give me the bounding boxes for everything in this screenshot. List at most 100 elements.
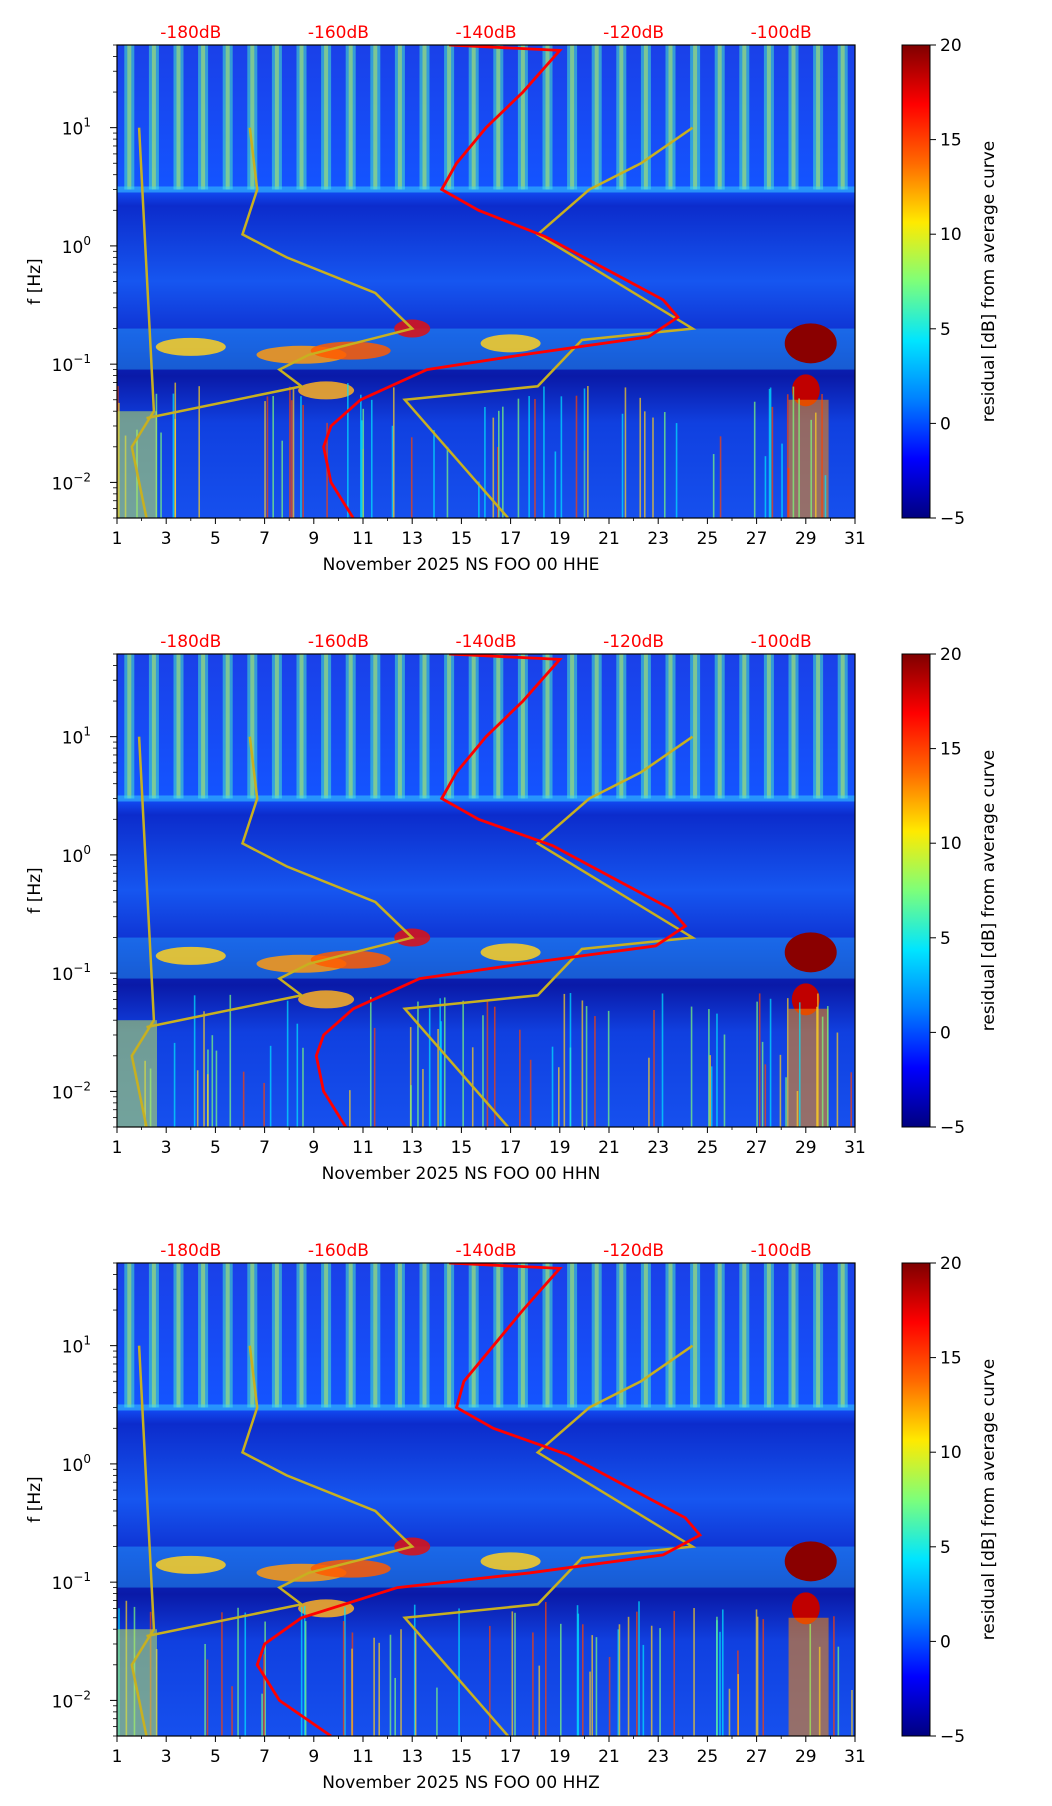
x-tick-label: 7 (259, 1747, 270, 1767)
y-tick-label: 10−1 (52, 352, 91, 376)
db-tick-label: -120dB (603, 632, 664, 652)
x-tick-label: 3 (161, 1747, 172, 1767)
colorbar-tick-label: −5 (940, 1118, 965, 1138)
x-tick-label: 29 (795, 529, 817, 549)
psd-curve (314, 654, 688, 1127)
x-tick-label: 15 (451, 529, 473, 549)
colorbar-gradient (901, 1262, 931, 1737)
colorbar-gradient (901, 44, 931, 519)
colorbar: 20 15 10 5 0 −5 residual [dB] from average cur… (901, 36, 999, 529)
x-tick-label: 29 (795, 1747, 817, 1767)
x-tick-label: 11 (352, 1138, 374, 1158)
noise-model-curve (402, 1344, 697, 1736)
x-tick-label: 19 (549, 529, 571, 549)
x-tick-label: 21 (598, 529, 620, 549)
x-tick-label: 5 (210, 529, 221, 549)
spectrogram-image (117, 45, 855, 518)
noise-model-curve (402, 735, 697, 1127)
x-tick-label: 13 (401, 1138, 423, 1158)
y-tick-label: 101 (62, 1334, 91, 1358)
noise-model-curve (146, 736, 415, 1029)
y-tick-label: 100 (62, 234, 91, 258)
y-tick-label: 10−2 (52, 1688, 91, 1712)
y-axis-label: f [Hz] (25, 867, 45, 913)
colorbar-tick-label: 20 (940, 36, 962, 56)
db-tick-label: -120dB (603, 1241, 664, 1261)
x-tick-label: 1 (112, 529, 123, 549)
spectrogram-image (117, 654, 855, 1127)
colorbar-gradient (901, 653, 931, 1128)
db-tick-label: -180dB (160, 632, 221, 652)
y-tick-label: 10−2 (52, 1079, 91, 1103)
x-tick-label: 27 (746, 1138, 768, 1158)
x-tick-label: 21 (598, 1138, 620, 1158)
x-tick-label: 27 (746, 529, 768, 549)
y-axis-label: f [Hz] (25, 1476, 45, 1522)
colorbar-label: residual [dB] from average curve (979, 750, 999, 1031)
colorbar-tick-label: 20 (940, 645, 962, 665)
x-tick-label: 19 (549, 1747, 571, 1767)
x-axis-label: November 2025 NS FOO 00 HHE (323, 555, 600, 575)
colorbar: 20 15 10 5 0 −5 residual [dB] from average cur… (901, 645, 999, 1138)
x-tick-label: 23 (647, 1138, 669, 1158)
colorbar: 20 15 10 5 0 −5 residual [dB] from average cur… (901, 1254, 999, 1747)
colorbar-tick-label: 0 (940, 1632, 951, 1652)
x-tick-label: 25 (697, 1747, 719, 1767)
x-axis-label: November 2025 NS FOO 00 HHZ (322, 1773, 600, 1793)
db-tick-label: -180dB (160, 1241, 221, 1261)
x-tick-label: 9 (308, 1747, 319, 1767)
colorbar-tick-label: 5 (940, 1538, 951, 1558)
y-axis-label: f [Hz] (25, 258, 45, 304)
colorbar-label: residual [dB] from average curve (979, 1359, 999, 1640)
colorbar-label: residual [dB] from average curve (979, 141, 999, 422)
db-tick-label: -140dB (455, 23, 516, 43)
colorbar-tick-label: 5 (940, 320, 951, 340)
x-tick-label: 7 (259, 529, 270, 549)
db-tick-label: -100dB (751, 23, 812, 43)
x-tick-label: 25 (697, 529, 719, 549)
colorbar-tick-label: 0 (940, 414, 951, 434)
x-tick-label: 15 (451, 1747, 473, 1767)
colorbar-tick-label: 5 (940, 929, 951, 949)
x-tick-label: 7 (259, 1138, 270, 1158)
x-tick-label: 3 (161, 1138, 172, 1158)
x-tick-label: 11 (352, 529, 374, 549)
x-tick-label: 17 (500, 1138, 522, 1158)
x-tick-label: 1 (112, 1747, 123, 1767)
psd-curve (255, 1263, 703, 1736)
x-tick-label: 17 (500, 529, 522, 549)
db-tick-label: -160dB (308, 632, 369, 652)
y-tick-label: 101 (62, 116, 91, 140)
x-tick-label: 31 (844, 1747, 866, 1767)
y-tick-label: 10−2 (52, 470, 91, 494)
colorbar-tick-label: −5 (940, 1727, 965, 1747)
x-tick-label: 31 (844, 529, 866, 549)
y-tick-label: 100 (62, 1452, 91, 1476)
colorbar-tick-label: 10 (940, 225, 962, 245)
db-tick-label: -140dB (455, 1241, 516, 1261)
noise-model-curve (146, 127, 415, 420)
x-tick-label: 23 (647, 1747, 669, 1767)
noise-model-curve (130, 127, 156, 518)
y-tick-label: 10−1 (52, 961, 91, 985)
colorbar-tick-label: 10 (940, 834, 962, 854)
noise-model-curve (146, 1345, 415, 1638)
x-tick-label: 19 (549, 1138, 571, 1158)
x-tick-label: 31 (844, 1138, 866, 1158)
x-tick-label: 21 (598, 1747, 620, 1767)
colorbar-tick-label: 15 (940, 131, 962, 151)
colorbar-tick-label: 20 (940, 1254, 962, 1274)
x-tick-label: 17 (500, 1747, 522, 1767)
spectrogram-image (117, 1263, 855, 1736)
db-tick-label: -120dB (603, 23, 664, 43)
db-tick-label: -100dB (751, 1241, 812, 1261)
colorbar-tick-label: 15 (940, 1349, 962, 1369)
noise-model-curve (130, 736, 156, 1127)
db-tick-label: -100dB (751, 632, 812, 652)
colorbar-tick-label: 15 (940, 740, 962, 760)
x-axis-label: November 2025 NS FOO 00 HHN (322, 1164, 601, 1184)
x-tick-label: 5 (210, 1747, 221, 1767)
y-tick-label: 100 (62, 843, 91, 867)
